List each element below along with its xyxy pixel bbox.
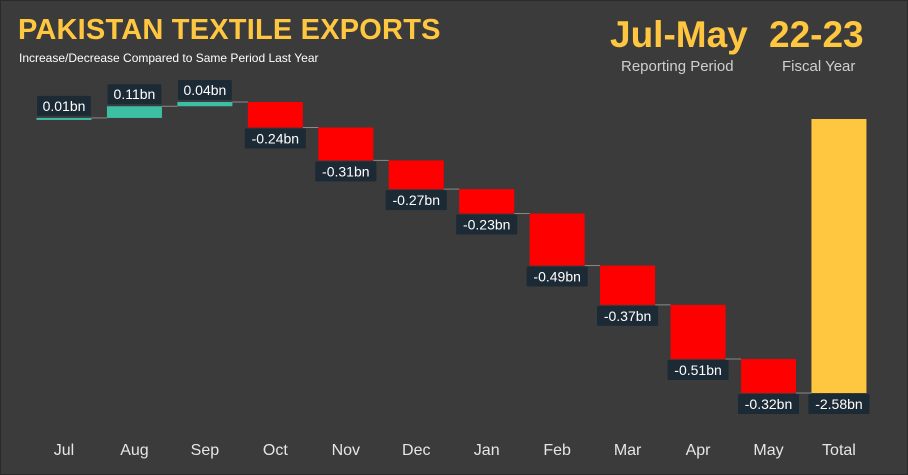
data-label-bg (737, 394, 800, 414)
x-tick-total: Total (822, 442, 856, 459)
data-label-total: -2.58bn (815, 396, 862, 412)
data-label-bg (456, 214, 518, 235)
data-label-bg (107, 84, 162, 105)
fiscal-year-label: Fiscal Year (782, 58, 856, 75)
bar-aug (106, 106, 162, 118)
data-label-nov: -0.31bn (322, 163, 369, 179)
bar-may (741, 359, 796, 393)
x-tick-may: May (753, 442, 783, 459)
bar-dec (388, 160, 444, 190)
data-label-bg (37, 95, 91, 116)
bar-jan (459, 189, 515, 214)
data-label-bg (244, 128, 306, 149)
chart-subtitle: Increase/Decrease Compared to Same Perio… (19, 51, 319, 65)
data-label-bg (315, 161, 377, 182)
x-tick-feb: Feb (543, 442, 571, 459)
chart-title: PAKISTAN TEXTILE EXPORTS (18, 14, 441, 46)
x-tick-oct: Oct (263, 442, 288, 459)
reporting-period-value: Jul-May (610, 14, 748, 55)
x-tick-sep: Sep (191, 442, 220, 459)
reporting-period-label: Reporting Period (621, 58, 734, 75)
bar-oct (247, 102, 303, 128)
bar-nov (318, 127, 374, 161)
data-label-oct: -0.24bn (252, 130, 299, 146)
x-tick-dec: Dec (402, 442, 430, 459)
data-label-may: -0.32bn (745, 396, 792, 412)
x-tick-nov: Nov (332, 442, 360, 459)
x-tick-jul: Jul (54, 442, 74, 459)
data-label-bg (178, 80, 232, 100)
fiscal-year-value: 22-23 (769, 14, 864, 55)
data-label-bg (808, 394, 870, 414)
bar-jul (36, 117, 92, 120)
data-label-mar: -0.37bn (604, 308, 651, 324)
data-label-bg (667, 360, 729, 381)
data-label-jul: 0.01bn (43, 98, 86, 114)
bar-apr (670, 304, 726, 360)
bar-sep (177, 102, 233, 107)
data-label-sep: 0.04bn (183, 82, 226, 98)
data-label-dec: -0.27bn (393, 192, 440, 208)
x-tick-mar: Mar (614, 442, 642, 459)
data-label-feb: -0.49bn (533, 269, 580, 285)
data-label-bg (526, 266, 588, 287)
data-label-jan: -0.23bn (463, 217, 510, 233)
data-label-aug: 0.11bn (114, 86, 156, 102)
x-tick-aug: Aug (120, 442, 148, 459)
data-label-bg (597, 305, 659, 326)
data-label-apr: -0.51bn (674, 362, 721, 378)
data-label-bg (385, 190, 447, 211)
bar-feb (529, 213, 585, 266)
x-tick-apr: Apr (686, 442, 712, 459)
x-tick-jan: Jan (474, 442, 500, 459)
bar-total (811, 118, 867, 393)
bar-mar (600, 265, 656, 305)
